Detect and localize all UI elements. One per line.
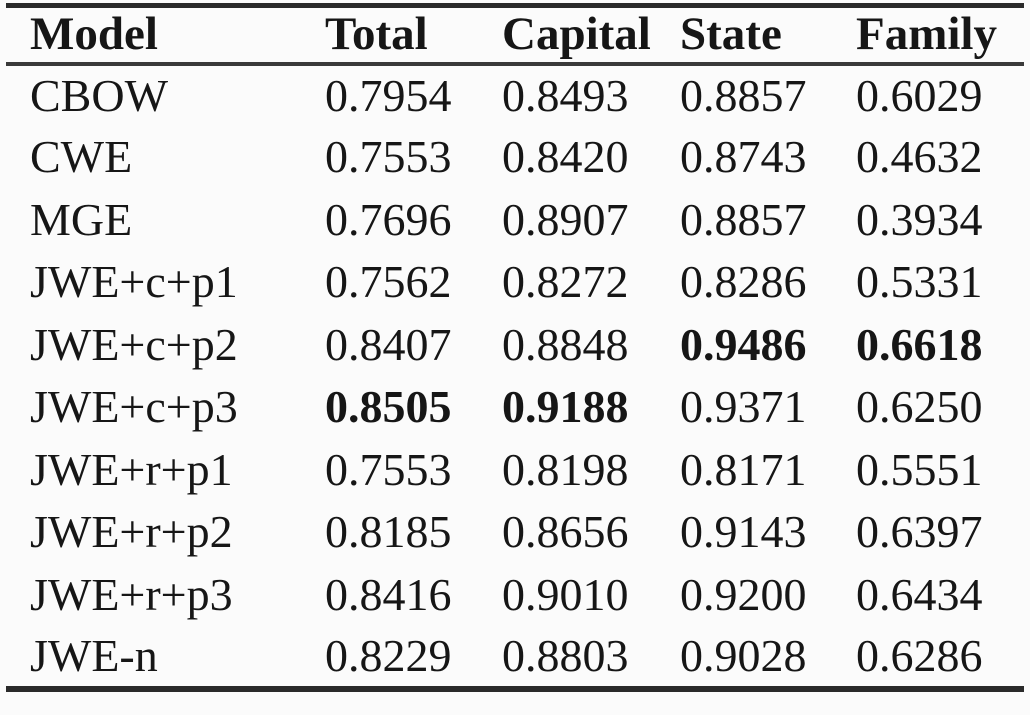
table-header-row: Model Total Capital State Family	[6, 6, 1024, 64]
cell-state: 0.9143	[680, 506, 807, 558]
table-row: JWE+r+p3 0.8416 0.9010 0.9200 0.6434	[6, 564, 1024, 627]
column-header-capital: Capital	[502, 8, 651, 61]
cell-total: 0.7562	[325, 256, 452, 308]
column-header-model: Model	[30, 8, 158, 61]
table-row: JWE+r+p2 0.8185 0.8656 0.9143 0.6397	[6, 501, 1024, 564]
row-label: MGE	[30, 193, 133, 245]
column-header-state: State	[680, 8, 782, 61]
cell-state: 0.9200	[680, 568, 807, 620]
row-label: JWE-n	[30, 629, 158, 681]
column-header-total: Total	[325, 8, 428, 61]
cell-total: 0.7696	[325, 193, 452, 245]
table-row: JWE+r+p1 0.7553 0.8198 0.8171 0.5551	[6, 439, 1024, 502]
row-label: JWE+r+p1	[30, 443, 233, 495]
table-row: CWE 0.7553 0.8420 0.8743 0.4632	[6, 126, 1024, 189]
table-body: CBOW 0.7954 0.8493 0.8857 0.6029 CWE 0.7…	[6, 64, 1024, 689]
table-row: CBOW 0.7954 0.8493 0.8857 0.6029	[6, 64, 1024, 127]
cell-capital: 0.9010	[502, 568, 629, 620]
cell-state: 0.9486	[680, 318, 807, 370]
cell-family: 0.6250	[856, 381, 983, 433]
row-label: JWE+r+p3	[30, 568, 233, 620]
row-label: CBOW	[30, 69, 168, 121]
cell-family: 0.6397	[856, 506, 983, 558]
row-label: JWE+c+p1	[30, 256, 238, 308]
row-label: JWE+r+p2	[30, 506, 233, 558]
cell-family: 0.6434	[856, 568, 983, 620]
table-row: JWE-n 0.8229 0.8803 0.9028 0.6286	[6, 626, 1024, 689]
row-label: JWE+c+p3	[30, 381, 238, 433]
cell-state: 0.9028	[680, 629, 807, 681]
cell-total: 0.7954	[325, 69, 452, 121]
cell-capital: 0.8198	[502, 443, 629, 495]
cell-total: 0.8229	[325, 629, 452, 681]
cell-total: 0.8185	[325, 506, 452, 558]
column-header-family: Family	[856, 8, 997, 61]
row-label: JWE+c+p2	[30, 318, 238, 370]
cell-state: 0.8857	[680, 69, 807, 121]
cell-total: 0.7553	[325, 131, 452, 183]
cell-total: 0.8416	[325, 568, 452, 620]
table-row: JWE+c+p1 0.7562 0.8272 0.8286 0.5331	[6, 251, 1024, 314]
table-row: JWE+c+p2 0.8407 0.8848 0.9486 0.6618	[6, 314, 1024, 377]
cell-capital: 0.8848	[502, 318, 629, 370]
cell-family: 0.5331	[856, 256, 983, 308]
cell-capital: 0.8493	[502, 69, 629, 121]
cell-capital: 0.8907	[502, 193, 629, 245]
cell-state: 0.8286	[680, 256, 807, 308]
cell-capital: 0.8803	[502, 629, 629, 681]
cell-state: 0.8857	[680, 193, 807, 245]
cell-capital: 0.8656	[502, 506, 629, 558]
cell-family: 0.5551	[856, 443, 983, 495]
cell-capital: 0.8420	[502, 131, 629, 183]
cell-family: 0.4632	[856, 131, 983, 183]
table-row: JWE+c+p3 0.8505 0.9188 0.9371 0.6250	[6, 376, 1024, 439]
cell-family: 0.3934	[856, 193, 983, 245]
cell-capital: 0.9188	[502, 381, 629, 433]
cell-family: 0.6618	[856, 318, 983, 370]
cell-state: 0.9371	[680, 381, 807, 433]
model-results-table: Model Total Capital State Family CBOW 0.…	[6, 3, 1024, 692]
cell-family: 0.6286	[856, 629, 983, 681]
cell-total: 0.8407	[325, 318, 452, 370]
cell-total: 0.7553	[325, 443, 452, 495]
cell-total: 0.8505	[325, 381, 452, 433]
cell-state: 0.8743	[680, 131, 807, 183]
table-row: MGE 0.7696 0.8907 0.8857 0.3934	[6, 189, 1024, 252]
cell-capital: 0.8272	[502, 256, 629, 308]
cell-family: 0.6029	[856, 69, 983, 121]
row-label: CWE	[30, 131, 133, 183]
cell-state: 0.8171	[680, 443, 807, 495]
